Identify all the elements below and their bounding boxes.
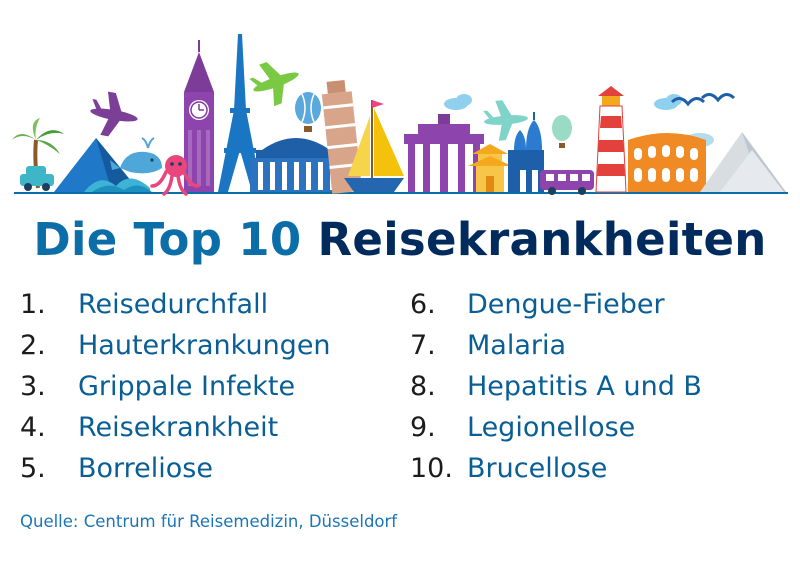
onion-dome-church-icon	[508, 112, 544, 192]
list-item: 2. Hauterkrankungen	[20, 325, 331, 366]
disease-label: Borreliose	[78, 453, 213, 484]
cloud-icon	[654, 94, 682, 110]
lighthouse-icon	[595, 86, 627, 193]
disease-label: Legionellose	[467, 412, 636, 443]
list-item: 8. Hepatitis A und B	[410, 366, 702, 407]
pagoda-icon	[468, 144, 512, 192]
disease-label: Malaria	[467, 330, 567, 361]
airplane-icon	[249, 62, 299, 107]
list-item: 1. Reisedurchfall	[20, 284, 331, 325]
list-item: 10. Brucellose	[410, 448, 702, 489]
disease-label: Reisedurchfall	[78, 289, 269, 320]
rank-number: 9.	[410, 412, 436, 443]
seagull-icon	[670, 97, 706, 107]
wave-icon	[84, 178, 152, 192]
list-item: 7. Malaria	[410, 325, 702, 366]
airplane-icon	[483, 100, 528, 141]
disease-label: Grippale Infekte	[78, 371, 296, 402]
mountain-icon	[54, 138, 140, 192]
big-ben-icon	[184, 40, 214, 192]
eiffel-tower-icon	[218, 34, 262, 192]
disease-label: Hauterkrankungen	[78, 330, 331, 361]
bus-icon	[540, 170, 594, 195]
car-icon	[20, 166, 54, 191]
page-title: Die Top 10 Reisekrankheiten	[0, 213, 800, 267]
list-item: 6. Dengue-Fieber	[410, 284, 702, 325]
rank-number: 1.	[20, 289, 46, 320]
ranking-list-right: 6. Dengue-Fieber 7. Malaria 8. Hepatitis A un…	[410, 284, 702, 489]
rank-number: 6.	[410, 289, 436, 320]
hot-air-balloon-icon	[552, 115, 572, 148]
title-part-top-10: Die Top 10	[33, 213, 302, 266]
hot-air-balloon-icon	[295, 92, 321, 132]
disease-label: Brucellose	[467, 453, 608, 484]
cloud-icon	[444, 94, 472, 110]
brandenburg-gate-icon	[404, 114, 484, 192]
octopus-icon	[150, 155, 200, 196]
sailboat-icon	[344, 100, 404, 192]
colosseum-icon	[628, 133, 706, 192]
disease-label: Dengue-Fieber	[467, 289, 665, 320]
rank-number: 10.	[410, 453, 453, 484]
seagull-icon	[700, 93, 736, 103]
list-item: 3. Grippale Infekte	[20, 366, 331, 407]
whale-icon	[110, 137, 162, 174]
title-part-reisekrankheiten: Reisekrankheiten	[317, 213, 767, 266]
disease-label: Hepatitis A und B	[467, 371, 702, 402]
rank-number: 2.	[20, 330, 46, 361]
list-item: 4. Reisekrankheit	[20, 407, 331, 448]
disease-label: Reisekrankheit	[78, 412, 279, 443]
rank-number: 8.	[410, 371, 436, 402]
rank-number: 5.	[20, 453, 46, 484]
airplane-icon	[90, 91, 138, 137]
rank-number: 7.	[410, 330, 436, 361]
list-item: 9. Legionellose	[410, 407, 702, 448]
list-item: 5. Borreliose	[20, 448, 331, 489]
rank-number: 4.	[20, 412, 46, 443]
snowy-mountain-icon	[700, 132, 786, 192]
ranking-list-left: 1. Reisedurchfall 2. Hauterkrankungen 3. Grip…	[20, 284, 331, 489]
source-note: Quelle: Centrum für Reisemedizin, Düssel…	[20, 512, 398, 531]
travel-skyline-banner	[12, 34, 788, 196]
rank-number: 3.	[20, 371, 46, 402]
